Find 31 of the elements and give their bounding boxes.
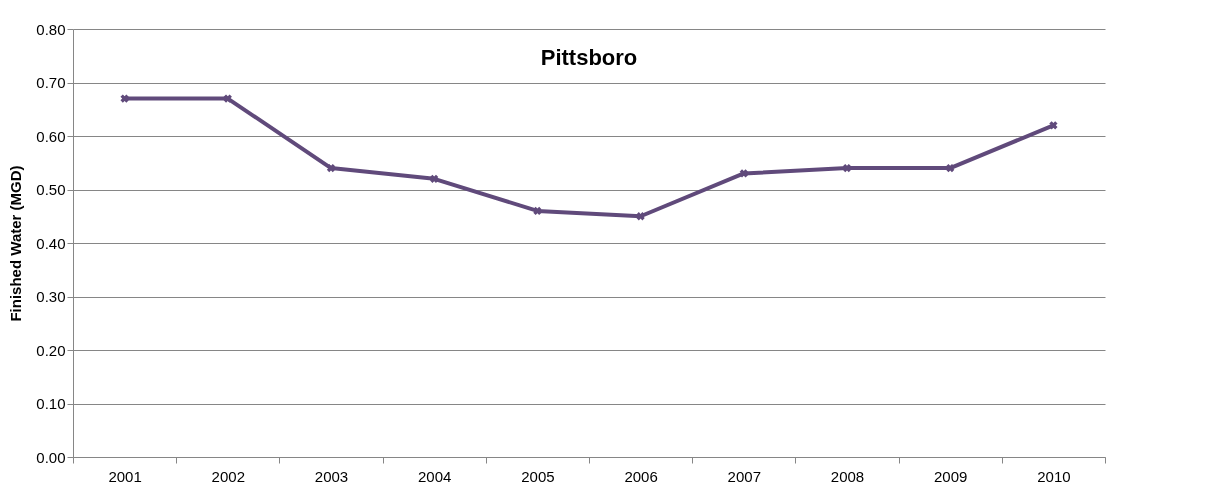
x-tick-label: 2001 xyxy=(108,467,142,485)
point xyxy=(430,174,439,183)
point xyxy=(326,163,336,173)
x-tick-label: 2005 xyxy=(521,467,555,485)
y-tick-label: 0.20 xyxy=(36,341,66,359)
point xyxy=(533,206,542,216)
y-tick-label: 0.80 xyxy=(36,20,66,38)
x-tick-label: 2004 xyxy=(418,467,452,485)
x-tick-label: 2003 xyxy=(314,467,349,485)
x-tick-label: 2002 xyxy=(211,467,245,485)
x-tick-label: 2010 xyxy=(1037,467,1071,485)
point xyxy=(739,169,748,178)
x-tick-label: 2008 xyxy=(830,467,865,485)
y-tick-label: 0.50 xyxy=(36,181,66,198)
text: Pittsboro xyxy=(540,45,638,70)
y-tick-label: 0.30 xyxy=(36,288,66,305)
point xyxy=(120,94,129,103)
y-tick-label: 0.00 xyxy=(36,448,66,466)
x-tick-label: 2009 xyxy=(934,467,968,485)
point xyxy=(946,163,955,173)
y-tick-label: 0.60 xyxy=(36,127,66,145)
point xyxy=(223,94,232,103)
point xyxy=(636,212,645,221)
point xyxy=(842,163,852,173)
y-tick-label: 0.40 xyxy=(36,234,66,252)
y-axis-title: Finished Water (MGD) xyxy=(7,165,25,322)
y-tick-label: 0.70 xyxy=(36,74,66,91)
x-tick-label: 2006 xyxy=(624,467,658,485)
point xyxy=(1049,121,1058,130)
y-tick-label: 0.10 xyxy=(36,395,66,412)
x-tick-label: 2007 xyxy=(727,467,761,485)
